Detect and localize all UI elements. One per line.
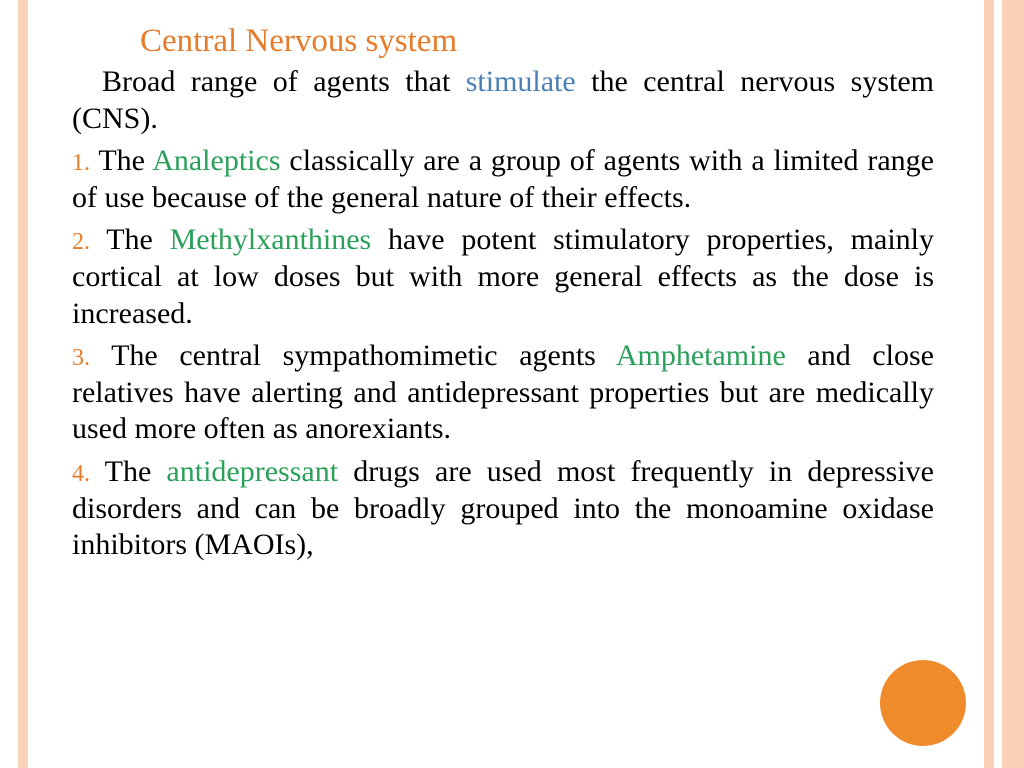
list-item: 3. The central sympathomimetic agents Am…: [72, 338, 934, 448]
intro-paragraph: Broad range of agents that stimulate the…: [72, 64, 934, 137]
intro-highlight: stimulate: [466, 65, 576, 98]
item-number: 3.: [72, 345, 90, 371]
intro-text-before: Broad range of agents that: [102, 65, 466, 98]
slide-title: Central Nervous system: [140, 23, 934, 60]
slide-content: Central Nervous system Broad range of ag…: [72, 23, 934, 570]
left-accent-bar: [18, 0, 28, 768]
item-term: Analeptics: [152, 144, 280, 177]
item-number: 1.: [72, 150, 90, 176]
item-pre: The central sympathomimetic agents: [90, 339, 616, 372]
item-term: Amphetamine: [616, 339, 786, 372]
item-pre: The: [90, 223, 170, 256]
item-pre: The: [90, 455, 166, 488]
item-number: 2.: [72, 229, 90, 255]
item-pre: The: [90, 144, 152, 177]
decorative-circle-icon: [880, 660, 966, 746]
right-accent-bar-inner: [984, 0, 994, 768]
item-number: 4.: [72, 461, 90, 487]
list-item: 4. The antidepressant drugs are used mos…: [72, 454, 934, 564]
right-accent-bar-outer: [1002, 0, 1024, 768]
item-term: antidepressant: [166, 455, 338, 488]
list-item: 2. The Methylxanthines have potent stimu…: [72, 222, 934, 332]
item-term: Methylxanthines: [170, 223, 372, 256]
list-item: 1. The Analeptics classically are a grou…: [72, 143, 934, 216]
